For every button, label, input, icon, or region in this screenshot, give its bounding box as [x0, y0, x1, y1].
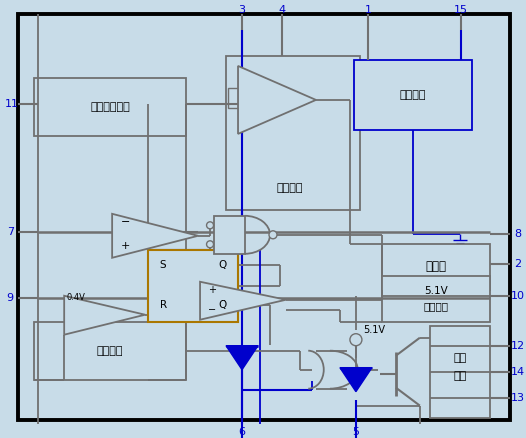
- Text: 4: 4: [278, 5, 286, 15]
- Bar: [430, 326, 490, 418]
- Text: 5.1V: 5.1V: [424, 286, 448, 296]
- Text: 复位: 复位: [453, 353, 467, 363]
- Text: −: −: [208, 305, 216, 315]
- Bar: [382, 244, 490, 290]
- Text: 12: 12: [511, 341, 525, 351]
- Text: 过压保护: 过压保护: [400, 90, 426, 100]
- Text: 过流保护: 过流保护: [277, 183, 303, 193]
- Bar: [34, 78, 186, 136]
- Circle shape: [269, 231, 277, 239]
- Bar: [34, 322, 186, 380]
- Text: 14: 14: [511, 367, 525, 377]
- Text: 过热保护: 过热保护: [97, 346, 124, 356]
- Text: 3: 3: [238, 5, 246, 15]
- Text: 13: 13: [511, 392, 525, 403]
- Text: 7: 7: [7, 227, 14, 237]
- Text: 15: 15: [454, 5, 468, 15]
- Circle shape: [350, 334, 362, 346]
- Polygon shape: [64, 296, 145, 335]
- Bar: [214, 216, 245, 254]
- Polygon shape: [200, 282, 286, 320]
- Text: 5.1V: 5.1V: [363, 325, 385, 335]
- Text: 6: 6: [238, 427, 246, 437]
- Text: 5: 5: [352, 427, 359, 437]
- Text: +: +: [120, 241, 130, 251]
- Bar: [228, 88, 240, 108]
- Text: 9: 9: [7, 293, 14, 303]
- Text: Q̄: Q̄: [218, 300, 226, 310]
- Circle shape: [207, 222, 214, 229]
- Polygon shape: [340, 367, 372, 392]
- Bar: [226, 56, 360, 210]
- Text: −: −: [120, 217, 130, 227]
- Text: 输出口: 输出口: [426, 260, 447, 273]
- Text: 11: 11: [5, 99, 19, 109]
- Bar: [354, 60, 472, 130]
- Bar: [148, 250, 238, 322]
- Text: 锯齿波发生器: 锯齿波发生器: [90, 102, 130, 112]
- Text: Q: Q: [218, 260, 226, 270]
- Text: 10: 10: [511, 291, 525, 301]
- Text: R: R: [159, 300, 167, 310]
- Text: 1: 1: [365, 5, 371, 15]
- Polygon shape: [238, 66, 316, 134]
- Text: S: S: [160, 260, 166, 270]
- Polygon shape: [112, 214, 198, 258]
- Text: 0.4V: 0.4V: [66, 293, 85, 302]
- Text: 8: 8: [514, 229, 521, 239]
- Bar: [382, 276, 490, 322]
- Text: 基准电压: 基准电压: [423, 301, 448, 311]
- Text: 2: 2: [514, 259, 521, 269]
- Circle shape: [207, 241, 214, 248]
- Text: 电路: 电路: [453, 371, 467, 381]
- Polygon shape: [226, 346, 258, 370]
- Text: +: +: [208, 285, 216, 295]
